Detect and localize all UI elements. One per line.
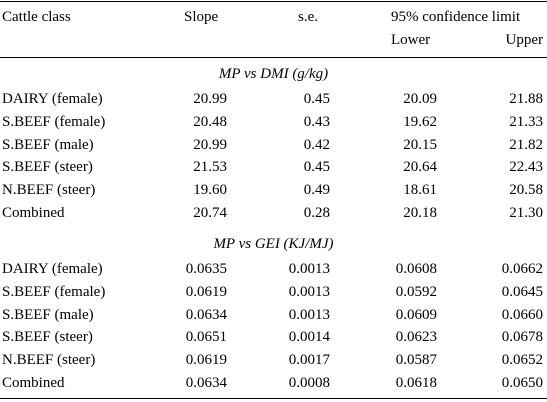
cell-slope: 0.0634 (185, 375, 227, 391)
cell-slope: 0.0635 (185, 261, 227, 277)
cell-cattle-class: S.BEEF (female) (2, 113, 106, 130)
cell-upper: 20.58 (509, 182, 543, 199)
cell-slope: 21.53 (193, 159, 227, 176)
cell-upper: 0.0678 (501, 329, 543, 346)
cell-lower: 20.15 (403, 136, 437, 153)
cell-slope: 20.48 (193, 113, 227, 130)
cell-upper: 21.30 (509, 205, 543, 221)
cell-cattle-class: N.BEEF (steer) (2, 352, 96, 369)
cell-lower: 19.62 (403, 113, 437, 130)
cell-se: 0.43 (303, 113, 330, 130)
header-lower: Lower (391, 32, 431, 48)
header-rule (0, 57, 547, 58)
cell-slope: 0.0619 (185, 283, 227, 300)
cell-upper: 21.33 (509, 113, 543, 130)
header-slope: Slope (184, 9, 219, 25)
cell-upper: 21.82 (509, 136, 543, 153)
cell-cattle-class: N.BEEF (steer) (2, 182, 96, 199)
cell-se: 0.45 (303, 91, 330, 107)
cell-se: 0.0013 (288, 283, 330, 300)
cell-lower: 18.61 (403, 182, 437, 199)
cell-upper: 0.0662 (501, 261, 543, 277)
section-title: MP vs DMI (g/kg) (218, 66, 329, 82)
cell-cattle-class: S.BEEF (female) (2, 283, 106, 300)
cell-upper: 22.43 (509, 159, 543, 176)
cell-se: 0.0013 (288, 261, 330, 277)
cell-lower: 20.64 (403, 159, 437, 176)
cell-se: 0.42 (303, 136, 330, 153)
header-confidence-limit: 95% confidence limit (391, 9, 521, 25)
cell-upper: 0.0660 (501, 306, 543, 323)
cell-slope: 0.0619 (185, 352, 227, 369)
cell-cattle-class: S.BEEF (male) (2, 306, 94, 323)
header-upper: Upper (505, 32, 544, 48)
cell-upper: 0.0645 (501, 283, 543, 300)
cell-se: 0.0017 (288, 352, 330, 369)
bottom-rule (0, 398, 547, 399)
section-title: MP vs GEI (KJ/MJ) (213, 236, 334, 252)
cell-lower: 0.0587 (395, 352, 437, 369)
top-rule (0, 1, 547, 2)
cell-lower: 0.0618 (395, 375, 437, 391)
cell-slope: 20.99 (193, 136, 227, 153)
cell-cattle-class: S.BEEF (male) (2, 136, 94, 153)
cell-upper: 21.88 (509, 91, 543, 107)
cell-upper: 0.0652 (501, 352, 543, 369)
cell-slope: 20.74 (193, 205, 227, 221)
cell-se: 0.28 (303, 205, 330, 221)
cell-slope: 0.0651 (185, 329, 227, 346)
cell-cattle-class: Combined (2, 375, 65, 391)
cell-slope: 20.99 (193, 91, 227, 107)
cell-lower: 20.09 (403, 91, 437, 107)
cell-se: 0.0008 (288, 375, 330, 391)
cell-cattle-class: S.BEEF (steer) (2, 329, 93, 346)
cell-se: 0.0013 (288, 306, 330, 323)
cell-cattle-class: DAIRY (female) (2, 91, 103, 107)
header-se: s.e. (298, 9, 318, 25)
cell-lower: 20.18 (403, 205, 437, 221)
cell-slope: 19.60 (193, 182, 227, 199)
cell-cattle-class: Combined (2, 205, 65, 221)
cell-slope: 0.0634 (185, 306, 227, 323)
cell-cattle-class: S.BEEF (steer) (2, 159, 93, 176)
cell-upper: 0.0650 (501, 375, 543, 391)
cell-se: 0.0014 (288, 329, 330, 346)
cell-lower: 0.0609 (395, 306, 437, 323)
cell-se: 0.49 (303, 182, 330, 199)
cell-lower: 0.0592 (395, 283, 437, 300)
cell-lower: 0.0608 (395, 261, 437, 277)
cell-cattle-class: DAIRY (female) (2, 261, 103, 277)
cell-se: 0.45 (303, 159, 330, 176)
header-cattle-class: Cattle class (2, 9, 71, 25)
cell-lower: 0.0623 (395, 329, 437, 346)
